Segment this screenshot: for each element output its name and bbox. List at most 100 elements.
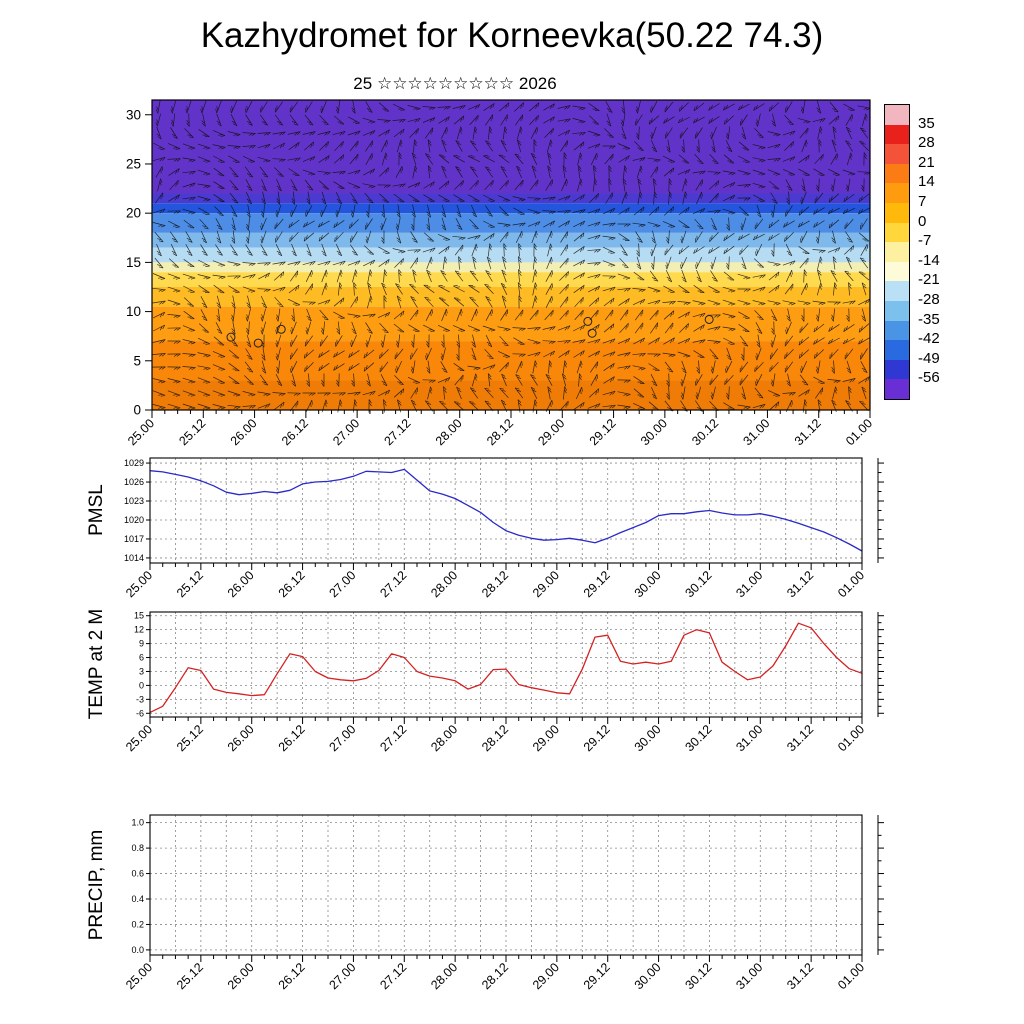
axis-tick-label: 01.00 [835,568,867,600]
colorbar-band [885,105,909,125]
subtitle-year: 2026 [518,74,557,93]
axis-tick-label: 30.00 [632,722,664,754]
temp-svg: -6 -3 0 3 6 9 12 15 25.00 25.12 26.00 26.12 27.00 27.… [123,611,884,754]
axis-tick-label: 26.12 [276,722,308,754]
axis-tick-label: 31.12 [784,722,816,754]
axis-tick-label: 29.12 [581,722,613,754]
axis-tick-label: 0.2 [131,919,144,929]
axis-tick-label: 0.8 [131,843,144,853]
axis-tick-label: 25.12 [174,568,206,600]
colorbar-label: -42 [918,330,940,348]
page-title: Kazhydromet for Korneevka(50.22 74.3) [200,16,824,55]
axis-tick-label: 25.00 [123,960,155,992]
temp-axis-title: TEMP at 2 M [86,608,107,720]
axis-tick-label: 15 [134,611,144,621]
colorbar-label: -28 [918,291,940,308]
axis-tick-label: 1026 [124,477,144,487]
colorbar-label: 7 [918,193,927,210]
axis-tick-label: 25.00 [123,568,155,600]
precip-chart: 0.0 0.2 0.4 0.6 0.8 1.0 25.00 25.12 26.00 26.12 27… [123,814,884,992]
pmsl-series-line [149,468,863,552]
axis-tick-label: 6 [139,653,144,663]
axis-tick-label: 25.00 [123,722,155,754]
axis-tick-label: 01.00 [835,960,867,992]
colorbar-band [885,163,909,184]
axis-tick-label: 30.00 [632,960,664,992]
axis-tick-label: 29.12 [581,960,613,992]
colorbar-band [885,183,909,203]
axis-tick-label: 30.12 [683,722,715,754]
axis-tick-label: 25 [126,156,141,171]
axis-tick-label: 3 [139,666,144,676]
axis-tick-label: 5 [133,353,141,368]
axis-tick-label: 31.12 [792,416,824,448]
axis-tick-label: 30.12 [683,568,715,600]
pmsl-axis-title: PMSL [86,484,107,536]
axis-tick-label: 26.12 [279,416,311,448]
axis-tick-label: -6 [136,708,144,718]
axis-tick-label: 29.00 [530,568,562,600]
axis-tick-label: 28.00 [428,568,460,600]
colorbar-label: 21 [918,153,935,171]
axis-tick-label: 15 [126,255,141,270]
axis-tick-label: 29.12 [587,416,619,448]
colorbar-band [885,242,909,262]
cross-section-chart: 0 5 10 15 20 25 30 25.00 25.12 26.00 26.12 27.00 27.… [125,99,875,448]
axis-tick-label: 31.00 [733,960,765,992]
axis-tick-label: 30.12 [689,416,721,448]
axis-tick-label: 31.12 [784,960,816,992]
axis-tick-label: 1020 [124,515,144,525]
axis-tick-label: 31.12 [784,568,816,600]
date-subtitle: 25 ☆☆☆☆☆☆☆☆☆ 2026 [0,74,910,94]
colorbar-label: -7 [918,232,932,250]
axis-tick-label: 10 [126,304,141,319]
axis-tick-label: 28.12 [479,568,511,600]
precip-axis-title: PRECIP, mm [86,829,107,941]
axis-tick-label: 9 [139,639,144,649]
precip-svg: 0.0 0.2 0.4 0.6 0.8 1.0 25.00 25.12 26.00 26.12 27… [123,814,884,992]
subtitle-day: 25 [353,74,373,93]
axis-tick-label: 1.0 [131,818,144,828]
axis-tick-label: 30 [126,107,141,122]
axis-tick-label: 27.12 [377,568,409,600]
colorbar-labels: 35 28 21 14 7 0 -7 -14 -21 -28 -35 -42 -49 -56 [918,104,978,400]
axis-tick-label: 31.00 [733,568,765,600]
axis-tick-label: 26.12 [276,960,308,992]
colorbar-band [885,124,909,145]
axis-tick-label: 12 [134,625,144,635]
colorbar-label: -35 [918,310,940,328]
axis-tick-label: 01.00 [835,722,867,754]
colorbar-label: 35 [918,114,935,132]
temp-series-line [149,622,863,713]
axis-tick-label: 27.00 [327,568,359,600]
colorbar-label: -56 [918,369,940,387]
axis-tick-label: 29.12 [581,568,613,600]
axis-tick-label: 0 [139,680,144,690]
pmsl-svg: 1014 1017 1020 1023 1026 1029 25.00 25.12 26.00 2… [123,457,884,600]
axis-tick-label: 27.00 [327,722,359,754]
colorbar-band [885,300,909,321]
cross-section-svg: 0 5 10 15 20 25 30 25.00 25.12 26.00 26.12 27.00 27.… [125,99,875,448]
axis-tick-label: 25.12 [176,416,208,448]
axis-tick-label: 25.12 [174,722,206,754]
axis-tick-label: 0.0 [131,945,144,955]
colorbar-label: 14 [918,173,935,191]
axis-tick-label: 28.00 [433,416,465,448]
axis-tick-label: 26.00 [225,960,257,992]
axis-tick-label: 28.12 [484,416,516,448]
axis-tick-label: 0 [133,403,141,418]
axis-tick-label: 28.00 [428,722,460,754]
axis-tick-label: 27.00 [330,416,362,448]
axis-tick-label: 27.00 [327,960,359,992]
axis-tick-label: 26.00 [225,722,257,754]
axis-tick-label: 27.12 [377,960,409,992]
axis-tick-label: 1023 [124,496,144,506]
axis-tick-label: 28.12 [479,960,511,992]
colorbar-label: -49 [918,349,940,367]
axis-tick-label: 28.00 [428,960,460,992]
axis-tick-label: 26.12 [276,568,308,600]
axis-tick-label: 25.00 [125,416,157,448]
axis-tick-label: 27.12 [377,722,409,754]
colorbar-band [885,222,909,243]
colorbar-band [885,202,909,223]
